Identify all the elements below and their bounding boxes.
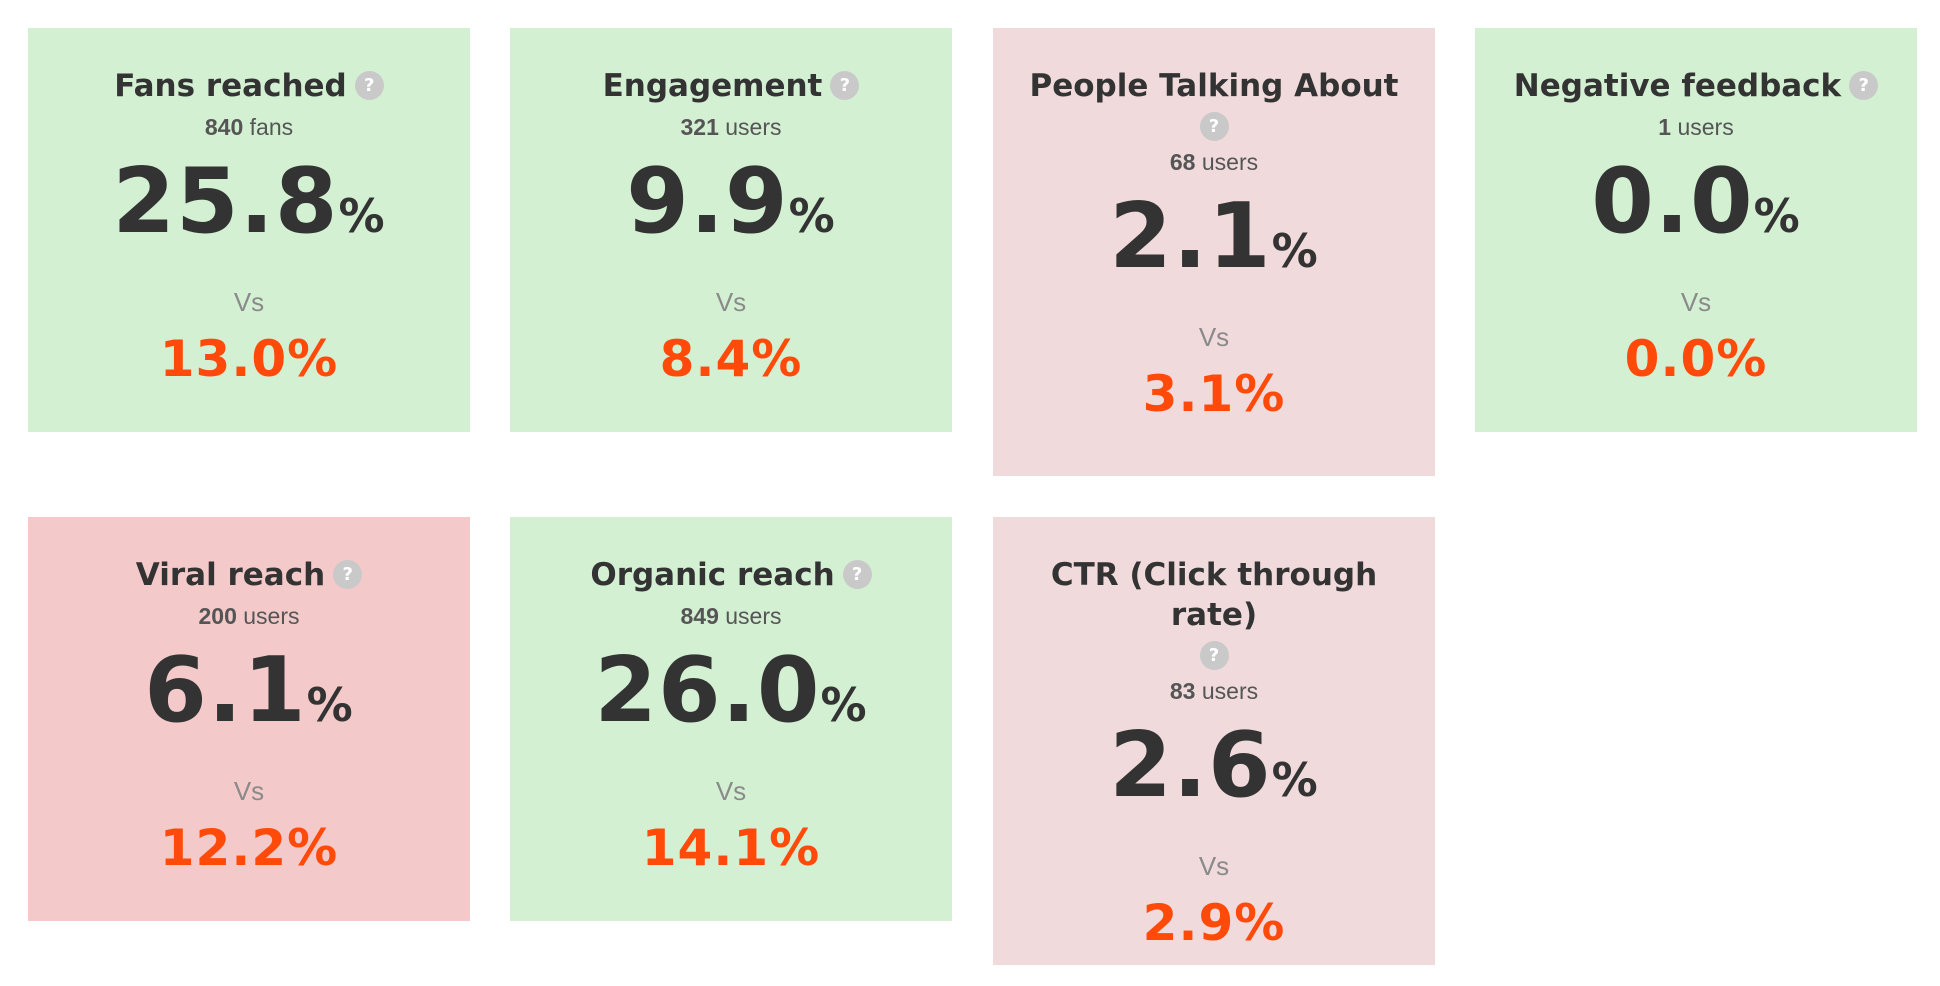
card-count: 840 fans (204, 114, 294, 140)
help-icon[interactable]: ? (333, 560, 363, 589)
card-title: Fans reached? (28, 66, 470, 106)
vs-label: Vs (1198, 851, 1230, 881)
metric-card-ctr: CTR (Click through rate)? 83 users 2.6% … (993, 517, 1435, 965)
help-icon[interactable]: ? (1849, 71, 1879, 100)
vs-label: Vs (233, 287, 265, 317)
card-count: 83 users (1169, 678, 1259, 704)
help-icon[interactable]: ? (1199, 641, 1229, 670)
metric-card-people-talking-about: People Talking About? 68 users 2.1% Vs 3… (993, 28, 1435, 476)
card-title: People Talking About? (993, 66, 1435, 141)
card-count: 849 users (680, 603, 782, 629)
vs-label: Vs (715, 287, 747, 317)
card-title: Viral reach? (28, 555, 470, 595)
metric-card-organic-reach: Organic reach? 849 users 26.0% Vs 14.1% (510, 517, 952, 921)
comparison-value: 3.1% (1142, 365, 1286, 423)
comparison-value: 2.9% (1142, 894, 1286, 952)
metric-card-negative-feedback: Negative feedback? 1 users 0.0% Vs 0.0% (1475, 28, 1917, 432)
metric-card-engagement: Engagement? 321 users 9.9% Vs 8.4% (510, 28, 952, 432)
card-main-value: 6.1% (144, 638, 354, 743)
comparison-value: 12.2% (159, 819, 339, 877)
vs-label: Vs (715, 776, 747, 806)
comparison-value: 8.4% (659, 330, 803, 388)
comparison-value: 13.0% (159, 330, 339, 388)
help-icon[interactable]: ? (830, 71, 860, 100)
card-title: Negative feedback? (1475, 66, 1917, 106)
help-icon[interactable]: ? (842, 560, 872, 589)
card-main-value: 25.8% (112, 149, 386, 254)
metric-card-fans-reached: Fans reached? 840 fans 25.8% Vs 13.0% (28, 28, 470, 432)
card-main-value: 2.1% (1109, 184, 1319, 289)
card-title: Engagement? (510, 66, 952, 106)
comparison-value: 14.1% (641, 819, 821, 877)
card-main-value: 2.6% (1109, 713, 1319, 818)
card-main-value: 9.9% (626, 149, 836, 254)
card-count: 321 users (680, 114, 782, 140)
metric-card-viral-reach: Viral reach? 200 users 6.1% Vs 12.2% (28, 517, 470, 921)
card-main-value: 26.0% (594, 638, 868, 743)
card-title: CTR (Click through rate)? (993, 555, 1435, 670)
help-icon[interactable]: ? (1199, 112, 1229, 141)
card-count: 68 users (1169, 149, 1259, 175)
comparison-value: 0.0% (1624, 330, 1768, 388)
vs-label: Vs (233, 776, 265, 806)
card-title: Organic reach? (510, 555, 952, 595)
card-count: 200 users (198, 603, 300, 629)
vs-label: Vs (1680, 287, 1712, 317)
card-main-value: 0.0% (1591, 149, 1801, 254)
card-count: 1 users (1658, 114, 1734, 140)
help-icon[interactable]: ? (354, 71, 384, 100)
vs-label: Vs (1198, 322, 1230, 352)
